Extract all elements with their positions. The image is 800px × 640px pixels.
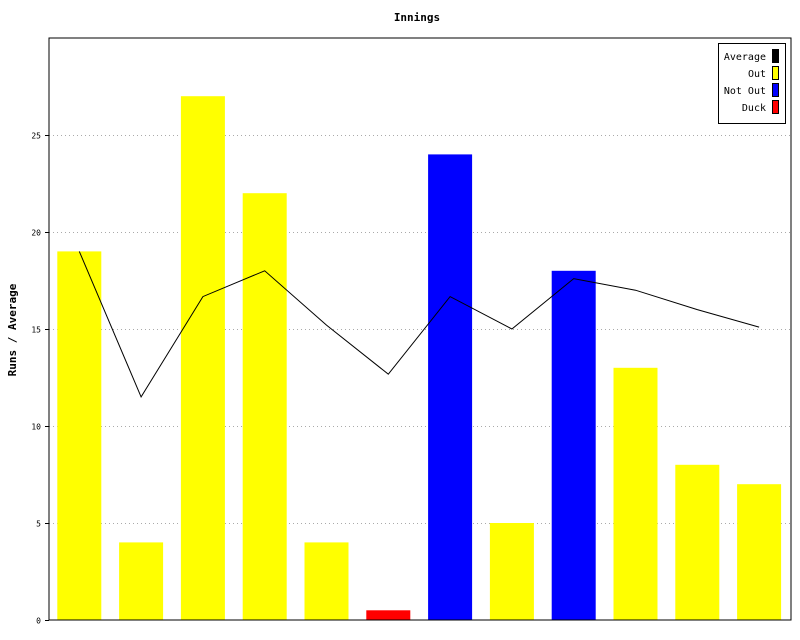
bar-3	[180, 96, 225, 620]
legend-swatch-average	[772, 49, 779, 63]
legend-swatch-out	[772, 66, 779, 80]
bar-11	[675, 464, 720, 620]
y-axis-ticks: 0 5 10 15 20 25	[31, 132, 49, 626]
bar-5	[304, 542, 349, 620]
chart-title: Innings	[394, 11, 440, 24]
average-line-group	[78, 251, 760, 398]
legend-label-duck: Duck	[742, 103, 766, 114]
bar-4	[242, 193, 287, 620]
bar-9	[551, 270, 596, 620]
bar-8	[489, 523, 534, 620]
legend-swatch-duck	[772, 100, 779, 114]
bar-12	[737, 484, 782, 620]
y-tick-label: 0	[36, 617, 41, 626]
y-tick-label: 10	[31, 423, 41, 432]
average-line	[78, 251, 760, 398]
y-axis-label: Runs / Average	[6, 283, 19, 376]
bar-1	[57, 251, 102, 620]
y-tick-label: 20	[31, 229, 41, 238]
legend-label-average: Average	[724, 52, 766, 63]
y-tick-label: 15	[31, 326, 41, 335]
bar-7	[428, 154, 473, 620]
bar-6	[366, 610, 411, 620]
legend-label-not-out: Not Out	[724, 86, 766, 97]
legend: Average Out Not Out Duck	[718, 43, 786, 124]
bar-10	[613, 367, 658, 620]
legend-swatch-not-out	[772, 83, 779, 97]
y-tick-label: 5	[36, 520, 41, 529]
bars-group	[57, 96, 782, 620]
bar-2	[119, 542, 164, 620]
legend-label-out: Out	[748, 69, 766, 80]
plot-frame	[48, 37, 792, 621]
y-tick-label: 25	[31, 132, 41, 141]
